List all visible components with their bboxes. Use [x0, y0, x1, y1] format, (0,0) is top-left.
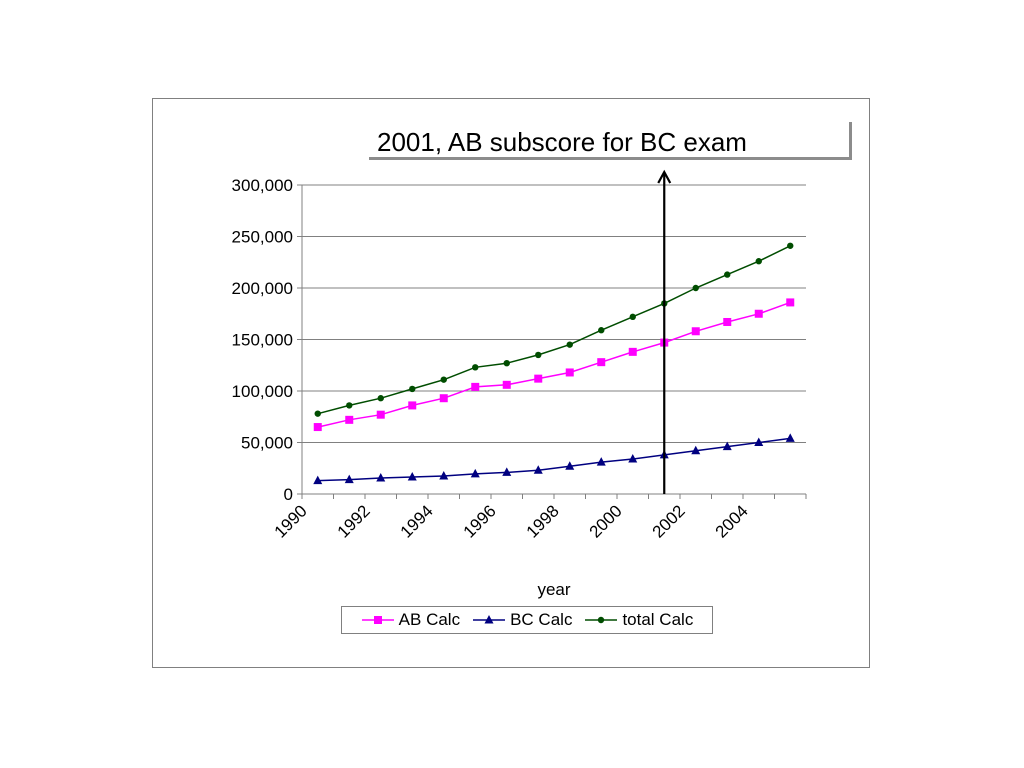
data-point	[502, 467, 512, 476]
data-point	[723, 317, 732, 326]
y-tick-label: 100,000	[232, 382, 293, 401]
data-point	[408, 401, 417, 410]
x-tick-label: 2002	[649, 501, 689, 541]
data-point	[692, 284, 699, 292]
data-point	[503, 359, 510, 367]
data-point	[376, 473, 386, 482]
x-tick-label: 1998	[523, 501, 563, 541]
data-point	[785, 433, 795, 442]
data-point	[345, 415, 354, 424]
series-line-ab-calc	[317, 301, 791, 428]
data-point	[472, 364, 479, 371]
y-tick-label: 300,000	[232, 176, 293, 195]
x-tick-label: 1996	[460, 501, 500, 541]
series-line-bc-calc	[317, 437, 791, 482]
y-tick-label: 200,000	[232, 279, 293, 298]
y-tick-label: 250,000	[232, 228, 293, 247]
data-point	[471, 382, 480, 391]
data-point	[470, 468, 480, 478]
data-point	[596, 457, 606, 466]
legend-item: BC Calc	[472, 610, 572, 630]
data-point	[313, 475, 323, 485]
data-point	[628, 347, 637, 356]
data-point	[691, 327, 700, 336]
data-point	[724, 271, 731, 278]
legend-item: total Calc	[584, 610, 693, 630]
data-point	[535, 351, 542, 359]
data-point	[344, 474, 354, 484]
data-point	[565, 461, 575, 470]
data-point	[787, 242, 794, 249]
legend-swatch	[585, 616, 618, 624]
data-point	[313, 423, 322, 432]
data-point	[628, 453, 638, 463]
data-point	[314, 410, 321, 417]
annotation-callout: 2001, AB subscore for BC exam	[369, 122, 852, 160]
data-point	[346, 402, 353, 409]
legend-item: AB Calc	[361, 610, 460, 630]
y-tick-label: 150,000	[232, 331, 293, 350]
legend-label: BC Calc	[510, 610, 573, 629]
x-tick-label: 2004	[712, 501, 752, 541]
data-point	[439, 470, 449, 480]
y-tick-label: 0	[284, 485, 293, 504]
data-point	[502, 380, 511, 389]
legend-swatch	[361, 616, 394, 624]
legend-swatch	[473, 615, 506, 624]
legend-label: AB Calc	[398, 610, 461, 629]
data-point	[629, 313, 636, 321]
x-tick-label: 1994	[397, 501, 437, 541]
data-point	[439, 394, 448, 403]
marker-arrow-head	[657, 169, 672, 184]
data-point	[597, 358, 606, 367]
series-line-total-calc	[317, 245, 791, 415]
data-point	[565, 368, 574, 377]
data-point	[407, 472, 417, 481]
x-axis-label: year	[537, 580, 570, 599]
chart-area	[152, 98, 870, 668]
data-point	[786, 298, 795, 307]
data-point	[598, 327, 605, 334]
data-point	[754, 309, 763, 318]
y-tick-label: 50,000	[241, 434, 293, 453]
data-point	[566, 341, 573, 348]
chart-legend: AB Calc BC Calc total Calc	[341, 606, 713, 634]
data-point	[440, 376, 447, 383]
data-point	[409, 385, 416, 393]
data-point	[691, 445, 701, 455]
data-point	[722, 441, 732, 451]
data-point	[534, 374, 543, 383]
x-tick-label: 2000	[586, 501, 626, 541]
x-tick-label: 1990	[271, 501, 311, 541]
data-point	[377, 395, 384, 402]
data-point	[533, 465, 543, 474]
data-point	[754, 437, 764, 446]
legend-label: total Calc	[622, 610, 694, 629]
data-point	[376, 410, 385, 419]
x-tick-label: 1992	[334, 501, 374, 541]
data-point	[755, 258, 762, 265]
